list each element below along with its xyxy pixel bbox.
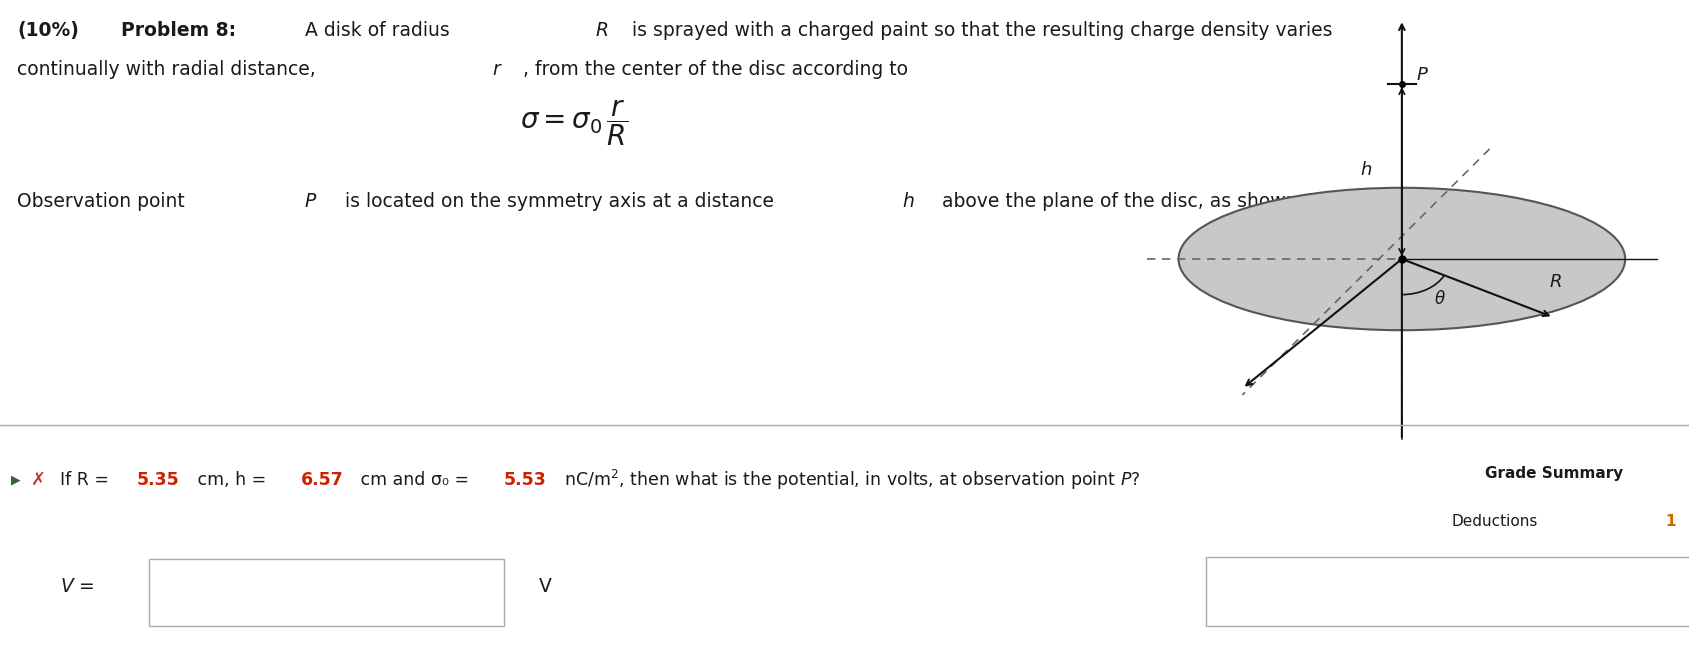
Text: Observation point: Observation point [17, 192, 191, 211]
Text: $\theta$: $\theta$ [1434, 290, 1446, 308]
Text: Problem 8:: Problem 8: [120, 21, 236, 41]
Text: ✗: ✗ [30, 470, 46, 489]
Text: $R$: $R$ [595, 21, 608, 41]
Text: continually with radial distance,: continually with radial distance, [17, 60, 323, 79]
Text: 1: 1 [1665, 514, 1675, 529]
Text: , from the center of the disc according to: , from the center of the disc according … [522, 60, 907, 79]
Text: (10%): (10%) [17, 21, 79, 41]
Text: $P$: $P$ [304, 192, 318, 211]
Text: 6.57: 6.57 [301, 470, 343, 489]
Text: is located on the symmetry axis at a distance: is located on the symmetry axis at a dis… [339, 192, 780, 211]
FancyBboxPatch shape [1206, 557, 1689, 626]
Text: is sprayed with a charged paint so that the resulting charge density varies: is sprayed with a charged paint so that … [627, 21, 1333, 41]
Text: $r$: $r$ [491, 60, 502, 79]
Ellipse shape [1179, 188, 1625, 330]
Text: V: V [539, 577, 552, 596]
Text: Grade Summary: Grade Summary [1485, 466, 1623, 481]
Text: cm and σ₀ =: cm and σ₀ = [355, 470, 470, 489]
Text: cm, h =: cm, h = [191, 470, 265, 489]
Text: $\sigma = \sigma_0\,\dfrac{r}{R}$: $\sigma = \sigma_0\,\dfrac{r}{R}$ [520, 99, 628, 149]
Text: 5.35: 5.35 [137, 470, 179, 489]
Text: above the plane of the disc, as shown.: above the plane of the disc, as shown. [936, 192, 1304, 211]
Text: A disk of radius: A disk of radius [292, 21, 456, 41]
Text: $h$: $h$ [902, 192, 914, 211]
Text: $h$: $h$ [1360, 161, 1373, 179]
Text: $R$: $R$ [1549, 274, 1561, 292]
Text: ▶: ▶ [12, 473, 20, 486]
Text: nC/m$^2$, then what is the potential, in volts, at observation point $P$?: nC/m$^2$, then what is the potential, in… [559, 468, 1140, 492]
FancyBboxPatch shape [149, 559, 503, 626]
Text: $V$ =: $V$ = [59, 577, 95, 596]
Text: $P$: $P$ [1415, 67, 1429, 85]
Text: If R =: If R = [59, 470, 108, 489]
Text: 5.53: 5.53 [503, 470, 547, 489]
Text: Deductions: Deductions [1451, 514, 1537, 529]
